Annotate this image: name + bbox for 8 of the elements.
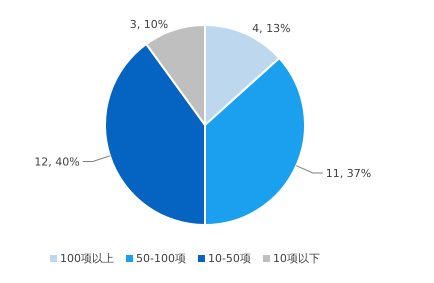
data-label: 12, 40%: [34, 155, 80, 168]
legend-label: 50-100项: [136, 252, 186, 265]
legend-label: 10-50项: [208, 252, 251, 265]
data-label: 11, 37%: [326, 166, 372, 180]
data-label: 3, 10%: [130, 18, 168, 32]
data-label: 4, 13%: [252, 22, 291, 36]
legend-label: 100项以上: [60, 252, 114, 265]
legend-label: 10项以下: [272, 252, 320, 265]
